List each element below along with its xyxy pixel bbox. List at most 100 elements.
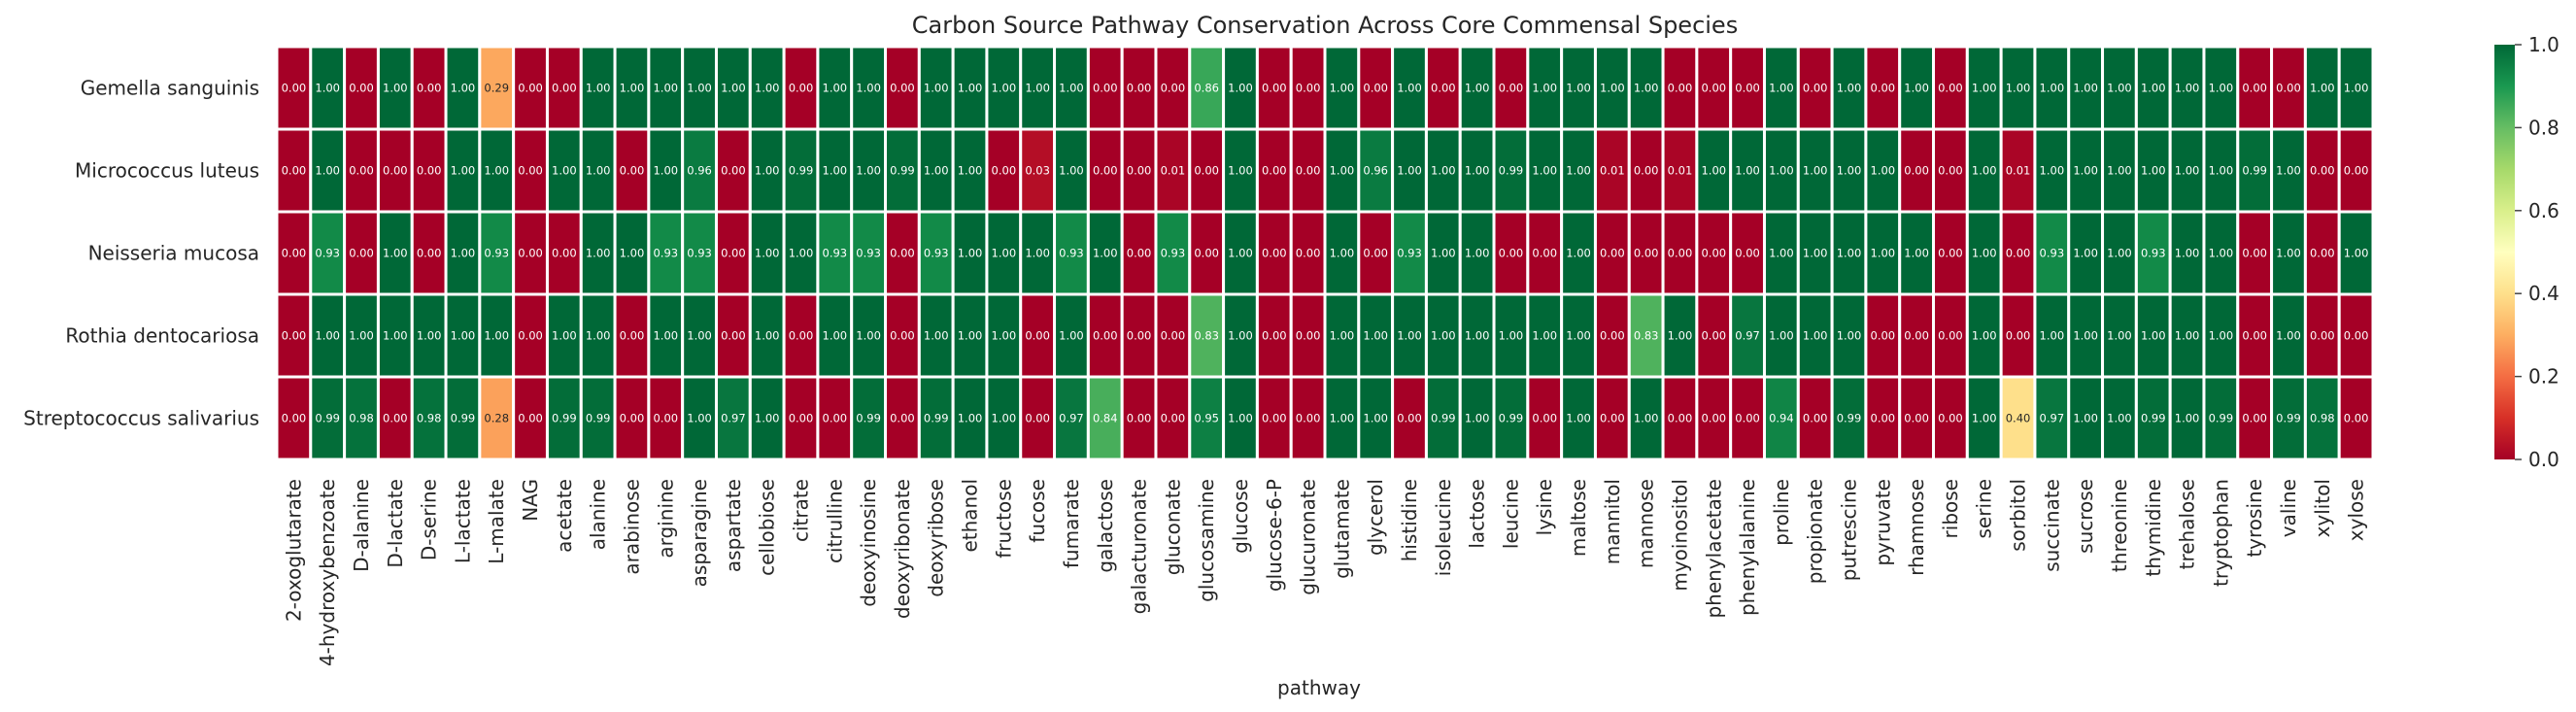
- cell-annotation: 0.00: [789, 412, 814, 425]
- cell-annotation: 1.00: [552, 329, 577, 343]
- cell-annotation: 0.00: [1701, 329, 1726, 343]
- cell-annotation: 1.00: [755, 247, 780, 260]
- cell-annotation: 1.00: [2175, 329, 2200, 343]
- heatmap-cell: [1729, 375, 1766, 461]
- cell-annotation: 0.00: [1668, 412, 1693, 425]
- cell-annotation: 1.00: [1837, 247, 1862, 260]
- column-label: glucuronate: [1297, 479, 1320, 595]
- heatmap-cell: [1424, 292, 1462, 379]
- cell-annotation: 1.00: [1397, 329, 1422, 343]
- cell-annotation: 1.00: [1972, 164, 1997, 178]
- heatmap-cell: [1864, 375, 1902, 461]
- cell-annotation: 1.00: [2107, 329, 2132, 343]
- column-label: glucose: [1229, 479, 1252, 554]
- cell-annotation: 0.00: [1600, 329, 1625, 343]
- cell-annotation: 1.00: [1972, 247, 1997, 260]
- cell-annotation: 0.00: [518, 329, 543, 343]
- cell-annotation: 0.00: [518, 164, 543, 178]
- cell-annotation: 0.00: [2310, 329, 2335, 343]
- cell-annotation: 0.00: [721, 164, 746, 178]
- column-label: cellobiose: [756, 479, 779, 576]
- cell-annotation: 1.00: [451, 164, 476, 178]
- cell-annotation: 0.00: [1735, 412, 1760, 425]
- cell-annotation: 1.00: [856, 164, 881, 178]
- column-label: leucine: [1499, 479, 1522, 549]
- column-label: L-malate: [485, 479, 508, 564]
- cell-annotation: 0.99: [789, 164, 814, 178]
- cell-annotation: 1.00: [1228, 329, 1253, 343]
- heatmap-cells: 0.00 1.00 0.00 1.00 0.00 1.00 0.29 0.00 0.00 1.00…: [275, 45, 2375, 461]
- cell-annotation: 1.00: [1397, 164, 1422, 178]
- cell-annotation: 0.00: [1262, 329, 1287, 343]
- cell-annotation: 0.00: [349, 82, 374, 95]
- heatmap-cell: [376, 210, 414, 296]
- cell-annotation: 0.97: [721, 412, 746, 425]
- cell-annotation: 1.00: [1330, 164, 1355, 178]
- cell-annotation: 0.00: [1431, 82, 1456, 95]
- cell-annotation: 1.00: [653, 164, 678, 178]
- row-label: Neisseria mucosa: [88, 242, 259, 265]
- cell-annotation: 0.00: [1296, 164, 1321, 178]
- cell-annotation: 0.94: [1769, 412, 1794, 425]
- cell-annotation: 1.00: [484, 329, 509, 343]
- cell-annotation: 0.00: [1701, 82, 1726, 95]
- heatmap-cell: [1932, 375, 1969, 461]
- cell-annotation: 1.00: [1465, 412, 1490, 425]
- cell-annotation: 1.00: [1228, 412, 1253, 425]
- cell-annotation: 0.00: [1701, 412, 1726, 425]
- cell-annotation: 0.00: [1093, 329, 1118, 343]
- cell-annotation: 0.99: [552, 412, 577, 425]
- cell-annotation: 0.01: [1161, 164, 1186, 178]
- heatmap-cell: [309, 292, 347, 379]
- cell-annotation: 0.00: [518, 247, 543, 260]
- cell-annotation: 0.99: [2242, 164, 2267, 178]
- cell-annotation: 1.00: [2209, 82, 2234, 95]
- heatmap-cell: [1932, 292, 1969, 379]
- heatmap-cell: [1695, 292, 1733, 379]
- heatmap-cell: [2236, 127, 2274, 214]
- cell-annotation: 1.00: [958, 247, 983, 260]
- heatmap-cell: [1593, 375, 1631, 461]
- cell-annotation: 0.00: [1735, 247, 1760, 260]
- heatmap-cell: [1120, 375, 1158, 461]
- cell-annotation: 1.00: [755, 164, 780, 178]
- cell-annotation: 0.00: [1701, 247, 1726, 260]
- heatmap-cell: [1019, 45, 1057, 131]
- cell-annotation: 0.00: [1397, 412, 1422, 425]
- column-label: arabinose: [620, 479, 643, 575]
- cell-annotation: 0.00: [552, 247, 577, 260]
- cell-annotation: 1.00: [1465, 247, 1490, 260]
- cell-annotation: 1.00: [1059, 164, 1084, 178]
- heatmap-cell: [579, 292, 617, 379]
- cell-annotation: 1.00: [1600, 82, 1625, 95]
- cell-annotation: 1.00: [755, 412, 780, 425]
- cell-annotation: 1.00: [687, 82, 712, 95]
- column-label: asparagine: [688, 479, 711, 587]
- cell-annotation: 0.00: [1532, 412, 1557, 425]
- colorbar-tick-label: 0.2: [2528, 365, 2559, 389]
- cell-annotation: 1.00: [958, 164, 983, 178]
- cell-annotation: 0.00: [518, 412, 543, 425]
- cell-annotation: 1.00: [1532, 164, 1557, 178]
- cell-annotation: 0.00: [417, 82, 442, 95]
- heatmap-cell: [647, 375, 685, 461]
- cell-annotation: 0.00: [890, 247, 915, 260]
- cell-annotation: 1.00: [315, 82, 340, 95]
- cell-annotation: 1.00: [586, 82, 611, 95]
- cell-annotation: 1.00: [1904, 82, 1929, 95]
- cell-annotation: 1.00: [383, 247, 408, 260]
- cell-annotation: 0.00: [1600, 412, 1625, 425]
- column-tick-labels: 2-oxoglutarate 4-hydroxybenzoate D-alanine…: [282, 479, 2367, 666]
- cell-annotation: 0.00: [1296, 247, 1321, 260]
- heatmap-cell: [1424, 127, 1462, 214]
- cell-annotation: 1.00: [1532, 82, 1557, 95]
- heatmap-cell: [816, 45, 854, 131]
- cell-annotation: 1.00: [2175, 412, 2200, 425]
- cell-annotation: 0.00: [1363, 82, 1388, 95]
- heatmap-cell: [2101, 375, 2138, 461]
- heatmap-cell: [2202, 127, 2240, 214]
- cell-annotation: 1.00: [1025, 82, 1050, 95]
- cell-annotation: 0.00: [2006, 329, 2031, 343]
- heatmap-cell: [2067, 45, 2105, 131]
